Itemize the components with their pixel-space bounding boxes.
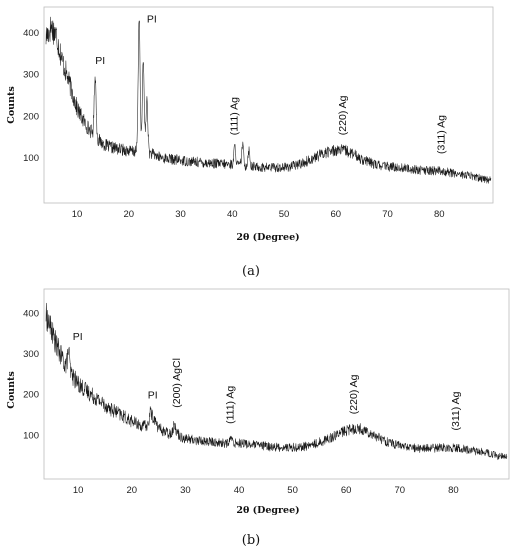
- plot-frame: [43, 6, 494, 204]
- peak-annotation: (111) Ag: [225, 386, 237, 424]
- peak-annotation: (200) AgCl: [171, 358, 183, 408]
- plot-frame: [43, 288, 510, 480]
- panel-a: 10 20 30 40 50 60 70 80 100 200 300 400 PI PI (111) A…: [6, 6, 494, 279]
- panel-label-b: (b): [242, 533, 260, 548]
- x-tick-label: 70: [395, 485, 406, 496]
- y-axis-title: Counts: [6, 371, 17, 408]
- y-tick-label: 100: [23, 430, 39, 441]
- x-axis-title: 2θ (Degree): [236, 232, 299, 243]
- y-axis-title: Counts: [6, 86, 17, 123]
- x-tick-label: 80: [448, 485, 459, 496]
- peak-annotations: PI PI (111) Ag (220) Ag (311) Ag: [95, 13, 447, 154]
- y-tick-label: 400: [23, 28, 39, 39]
- y-tick-label: 100: [23, 153, 39, 164]
- x-tick-label: 20: [124, 209, 135, 220]
- y-tick-label: 400: [23, 308, 39, 319]
- x-tick-label: 40: [227, 209, 238, 220]
- data-trace: [45, 302, 508, 461]
- x-tick-label: 10: [72, 209, 83, 220]
- x-tick-label: 30: [175, 209, 186, 220]
- xrd-series-line: [45, 302, 508, 461]
- tick-labels: 10 20 30 40 50 60 70 80 100 200 300 400: [23, 28, 444, 220]
- peak-annotation: (311) Ag: [435, 115, 447, 154]
- peak-annotation: (111) Ag: [229, 97, 241, 135]
- x-tick-label: 50: [279, 209, 290, 220]
- data-trace: [45, 16, 492, 184]
- peak-annotation: PI: [95, 55, 105, 67]
- x-tick-label: 50: [287, 485, 298, 496]
- x-tick-label: 60: [330, 209, 341, 220]
- x-tick-label: 10: [73, 485, 84, 496]
- x-axis-title: 2θ (Degree): [236, 505, 299, 516]
- peak-annotation: (220) Ag: [348, 374, 360, 414]
- peak-annotation: (220) Ag: [337, 95, 349, 135]
- panel-b: 10 20 30 40 50 60 70 80 100 200 300 400 PI PI (200) A…: [6, 288, 510, 548]
- y-tick-label: 300: [23, 70, 39, 81]
- x-tick-label: 70: [382, 209, 393, 220]
- x-tick-label: 20: [126, 485, 137, 496]
- x-tick-label: 80: [434, 209, 445, 220]
- peak-annotation: PI: [147, 13, 157, 25]
- x-tick-label: 30: [180, 485, 191, 496]
- peak-annotations: PI PI (200) AgCl (111) Ag (220) Ag (311) Ag: [73, 331, 462, 431]
- y-tick-label: 200: [23, 390, 39, 401]
- y-tick-label: 300: [23, 349, 39, 360]
- panel-label-a: (a): [242, 264, 260, 279]
- peak-annotation: (311) Ag: [450, 391, 462, 430]
- xrd-series-line: [45, 16, 492, 184]
- peak-annotation: PI: [148, 390, 158, 402]
- x-tick-label: 40: [234, 485, 245, 496]
- tick-labels: 10 20 30 40 50 60 70 80 100 200 300 400: [23, 308, 459, 496]
- peak-annotation: PI: [73, 331, 83, 343]
- y-tick-label: 200: [23, 111, 39, 122]
- x-tick-label: 60: [341, 485, 352, 496]
